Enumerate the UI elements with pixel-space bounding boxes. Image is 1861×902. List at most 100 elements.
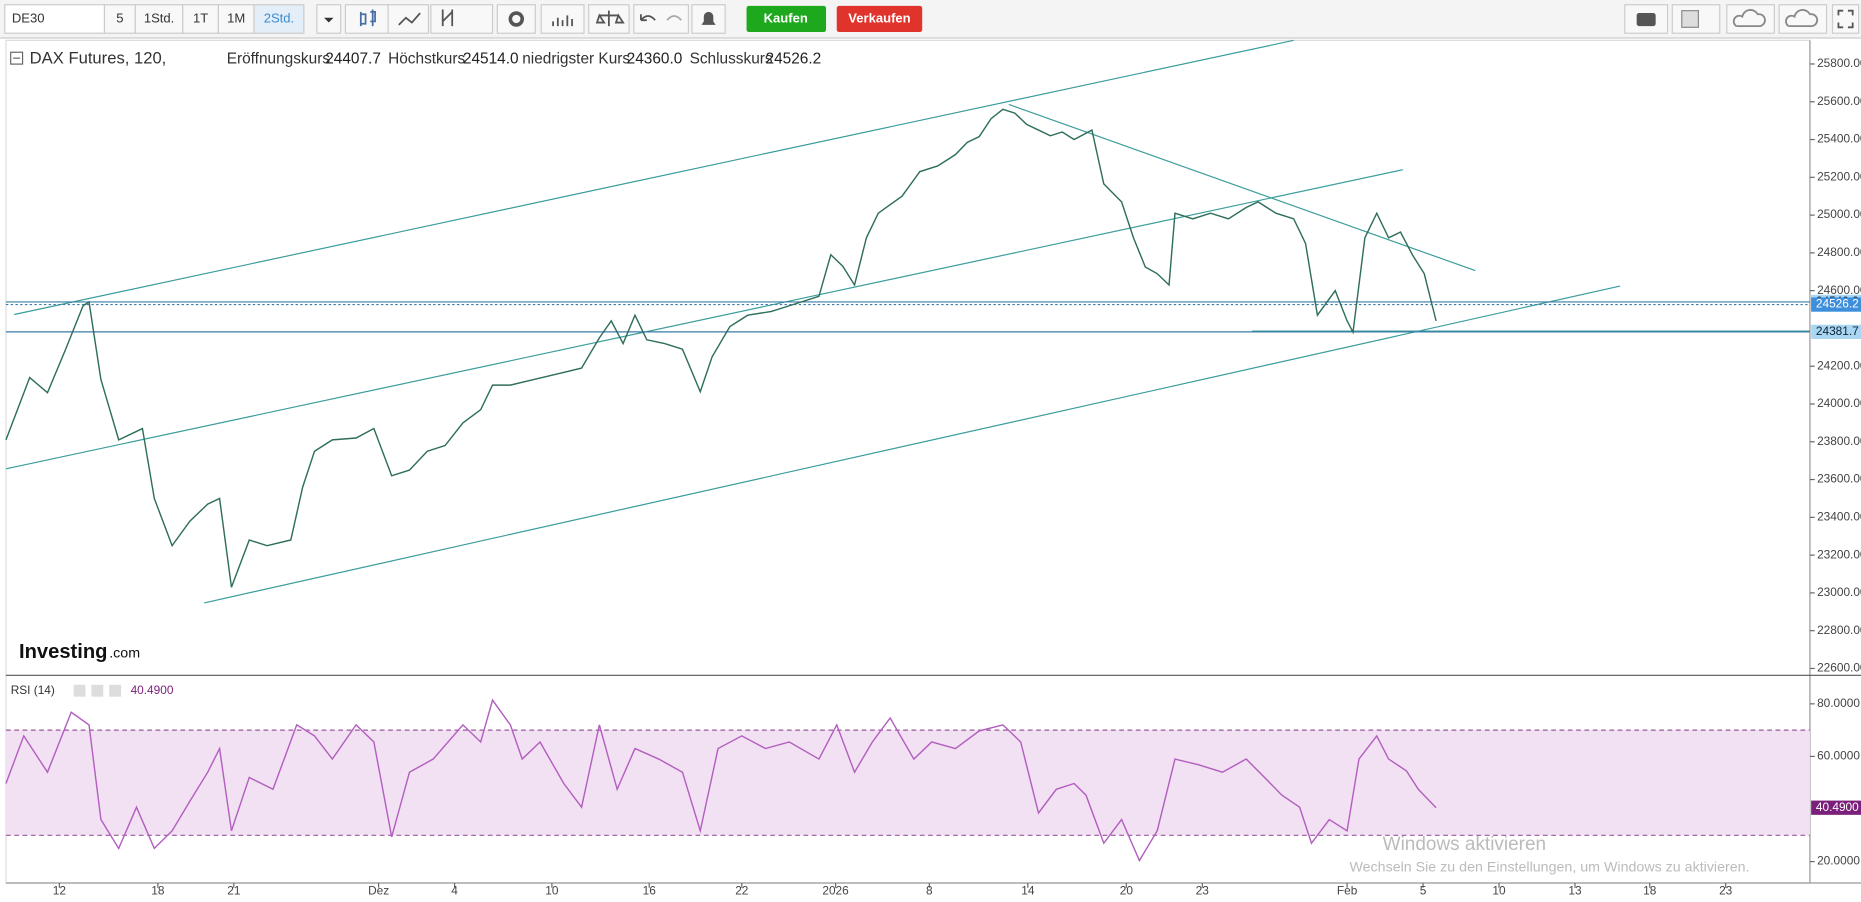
y-tick-label: 23600.00 (1817, 472, 1861, 486)
y-tick-label: 60.0000 (1817, 749, 1860, 763)
legend-value: 24407.7 (325, 50, 381, 67)
watermark-suffix: .com (109, 646, 140, 662)
toolbar (0, 0, 1861, 38)
y-tick-label: 25600.00 (1817, 94, 1861, 108)
legend-title: DAX Futures, 120, (30, 49, 167, 68)
y-tick-label: 22800.00 (1817, 623, 1861, 637)
x-tick-label: Dez (368, 883, 389, 897)
cloud-icon (1732, 9, 1766, 28)
bars-icon (441, 9, 454, 27)
channel-middle (5, 169, 1403, 470)
windows-title: Windows aktivieren (1383, 834, 1546, 855)
price-tag (1811, 297, 1861, 312)
x-tick-label: 20 (1120, 883, 1134, 897)
x-tick-label: 10 (545, 883, 559, 897)
series-line (5, 698, 1437, 863)
rsi-current: 40.4900 (131, 683, 174, 697)
y-tick-label: 20.0000 (1817, 854, 1860, 868)
symbol: DE30 (12, 10, 45, 25)
rsi-tag-label: 40.4900 (1816, 800, 1859, 814)
interval-button[interactable] (103, 4, 136, 34)
x-tick-label: 18 (151, 883, 165, 897)
x-tick-label: 23 (1719, 883, 1733, 897)
scale-icon (595, 10, 625, 27)
y-tick-label: 25400.00 (1817, 132, 1861, 146)
tool-icons (359, 9, 1854, 29)
x-tick-label: 5 (1420, 883, 1427, 897)
interval-label: 5 (116, 10, 123, 25)
x-tick-label: 10 (1492, 883, 1506, 897)
legend-value: 24360.0 (627, 50, 683, 67)
studies-button[interactable] (540, 4, 585, 34)
y-tick-label: 23800.00 (1817, 434, 1861, 448)
sell-label: Verkaufen (848, 10, 910, 25)
channel-bottom (204, 285, 1621, 604)
rsi-band (5, 730, 1810, 836)
y-tick-label: 23200.00 (1817, 547, 1861, 561)
camera-icon (1636, 13, 1656, 27)
y-tick-label: 25200.00 (1817, 169, 1861, 183)
price-tag-label: 24381.7 (1816, 324, 1859, 338)
fullscreen-button[interactable] (1831, 4, 1860, 34)
collapse-icon[interactable] (10, 51, 24, 65)
color-swatch (1681, 10, 1699, 28)
interval-label: 2Std. (264, 10, 294, 25)
candle-button[interactable] (344, 4, 389, 34)
alert-button[interactable] (691, 4, 726, 34)
undo-icon (640, 14, 656, 22)
x-tick-label: 21 (227, 883, 241, 897)
watermark-brand: Investing (19, 641, 107, 663)
rsi-icon[interactable] (73, 684, 86, 697)
candle-icon (359, 9, 376, 27)
cloud-icon (1785, 9, 1819, 28)
legend-label: Schlusskurs (690, 50, 773, 67)
rsi-icon[interactable] (109, 684, 122, 697)
interval-label: 1Std. (144, 10, 174, 25)
y-tick-label: 24800.00 (1817, 245, 1861, 259)
x-tick-label: 16 (643, 883, 657, 897)
interval-group: 5 1Std. 1T 1M 2Std. (103, 4, 305, 34)
symbol-input[interactable] (4, 4, 106, 34)
price-tag (1811, 324, 1861, 340)
x-tick-label: 2026 (822, 883, 849, 897)
channel-top (14, 39, 1294, 316)
series-line (5, 108, 1437, 588)
interval-button[interactable] (253, 4, 305, 34)
x-tick-label: 23 (1196, 883, 1210, 897)
indicator-button[interactable] (430, 4, 494, 34)
buy-button[interactable] (746, 5, 827, 33)
y-tick-label: 25000.00 (1817, 207, 1861, 221)
interval-label: 1T (193, 10, 208, 25)
legend-label: Eröffnungskurs (227, 50, 331, 67)
y-tick-label: 24000.00 (1817, 396, 1861, 410)
legend-label: niedrigster Kurs (522, 50, 630, 67)
legend-value: 24514.0 (463, 50, 519, 67)
rsi-title: RSI (14) (11, 683, 55, 697)
y-tick-label: 24200.00 (1817, 358, 1861, 372)
rsi-icon[interactable] (91, 684, 104, 697)
buy-label: Kaufen (764, 10, 808, 25)
interval-button[interactable] (182, 4, 219, 34)
redo-icon (666, 15, 682, 21)
y-tick-label: 23000.00 (1817, 585, 1861, 599)
interval-button[interactable] (134, 4, 184, 34)
legend-label: Höchstkurs (388, 50, 465, 67)
y-tick-label: 24600.00 (1817, 283, 1861, 297)
x-tick-label: 8 (926, 883, 933, 897)
studies-icon (552, 15, 573, 27)
x-tick-label: 22 (735, 883, 748, 897)
legend-value: 24526.2 (766, 50, 822, 67)
x-tick-label: 4 (451, 883, 458, 897)
fullscreen-icon (1837, 9, 1854, 29)
x-tick-label: 14 (1021, 883, 1035, 897)
settings-button[interactable] (496, 4, 536, 34)
y-tick-label: 22600.00 (1817, 661, 1861, 675)
gear-icon (508, 11, 525, 27)
sell-button[interactable] (836, 5, 923, 33)
interval-label: 1M (227, 10, 245, 25)
y-tick-label: 25800.00 (1817, 56, 1861, 70)
dropdown-arrow (324, 17, 334, 23)
windows-text: Wechseln Sie zu den Einstellungen, um Wi… (1349, 859, 1749, 875)
